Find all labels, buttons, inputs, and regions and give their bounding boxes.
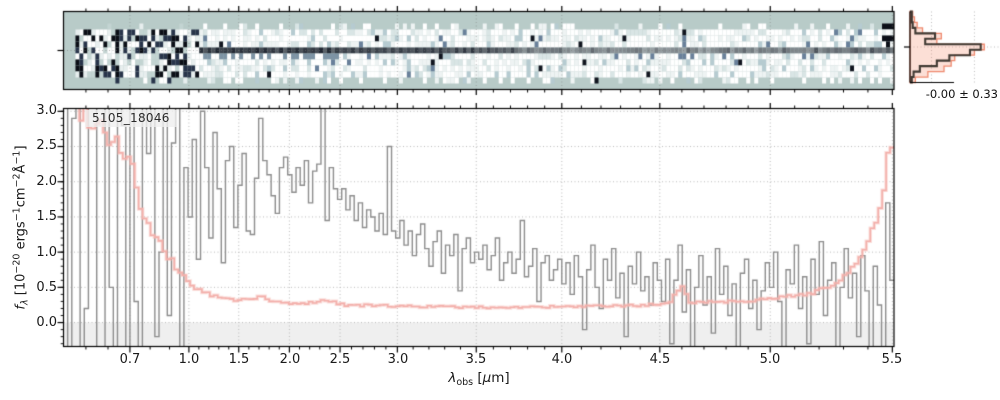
x-tick-label: 2.5	[329, 352, 351, 367]
y-tick-label: 0.5	[36, 280, 57, 295]
x-tick-label: 4.0	[551, 352, 573, 367]
profile-stats-label: -0.00 ± 0.33	[925, 87, 998, 101]
y-tick-label: 1.5	[36, 209, 57, 224]
y-tick-label: 1.0	[36, 245, 57, 260]
y-tick-label: 0.0	[36, 315, 57, 330]
x-tick-label: 4.5	[649, 352, 671, 367]
x-tick-label: 2.0	[279, 352, 301, 367]
x-tick-label: 1.5	[228, 352, 250, 367]
y-tick-label: 2.0	[36, 174, 57, 189]
x-tick-label: 5.5	[881, 352, 903, 367]
x-axis-label: λobs [μm]	[448, 370, 510, 388]
x-tick-label: 5.0	[759, 352, 781, 367]
y-tick-label: 2.5	[36, 138, 57, 153]
x-tick-label: 1.0	[178, 352, 200, 367]
y-axis-label: fλ [10−20 ergs−1cm−2Å−1]	[11, 145, 31, 310]
source-id-label: 5105_18046	[85, 110, 177, 127]
x-tick-label: 3.0	[387, 352, 409, 367]
x-tick-label: 3.5	[465, 352, 487, 367]
y-tick-label: 3.0	[36, 103, 57, 118]
x-tick-label: 0.7	[119, 352, 141, 367]
